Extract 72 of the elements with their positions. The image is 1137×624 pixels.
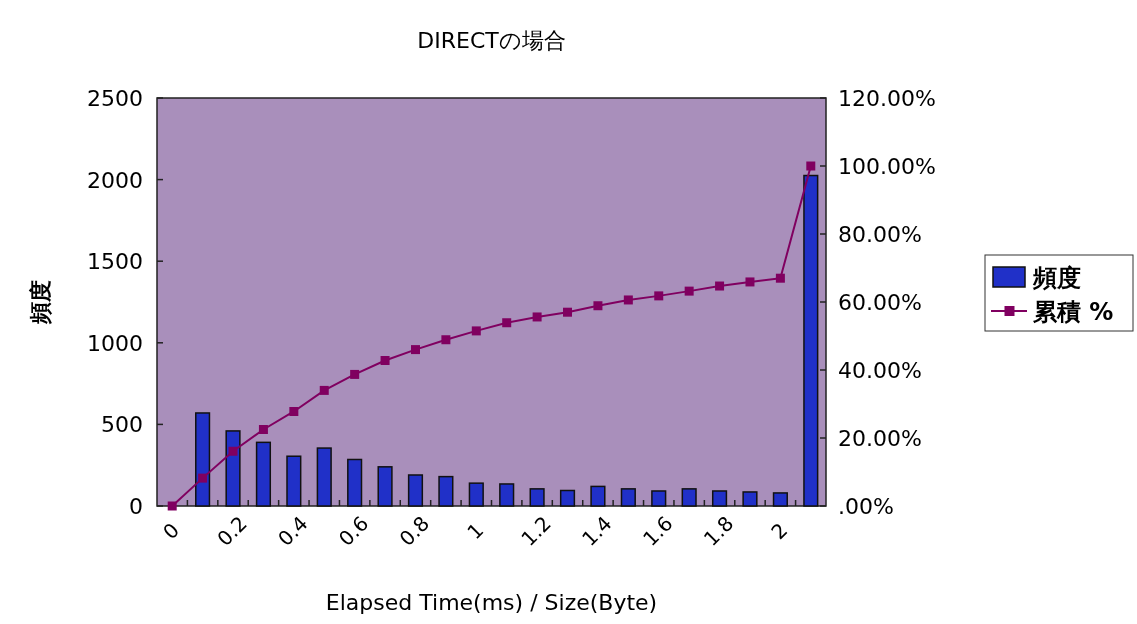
x-axis-title: Elapsed Time(ms) / Size(Byte) [325,590,658,615]
point [563,307,573,317]
x-tick-label: 0.4 [273,511,313,551]
bar [195,412,211,507]
x-tick-label: 0 [158,517,185,544]
x-tick-label: 1.8 [698,511,739,551]
x-tick-label: 0.6 [333,511,374,551]
y-tick-label: 2000 [87,167,143,193]
point [502,318,512,328]
bar [742,491,758,507]
bar [468,482,484,507]
point [654,291,664,301]
x-tick-label: 0.8 [394,511,435,551]
point [471,326,481,336]
bar [711,490,728,507]
bar [529,488,545,507]
y2-tick-label: 40.00% [838,358,922,383]
point [198,473,208,483]
chart-title: DIRECTの場合 [417,28,566,53]
point [684,286,694,296]
x-tick-label: 1 [462,517,489,544]
point [228,446,238,456]
bar [651,490,667,507]
bar [499,483,515,507]
point [350,369,360,379]
x-tick-label: 2 [766,517,793,544]
point [167,501,177,511]
y-tick-label: 500 [101,412,143,438]
point [532,312,542,322]
y2-tick-label: 120.00% [838,86,936,111]
point [745,277,755,287]
bar [620,488,636,507]
point [441,335,451,345]
y2-tick-label: 20.00% [838,426,922,451]
bar [316,447,332,507]
bar [681,488,697,507]
y2-tick-label: 80.00% [838,222,922,247]
y-tick-label: 0 [129,494,143,519]
point [715,281,725,291]
point [806,161,816,171]
point [258,425,268,434]
y-tick-label: 1500 [87,249,143,275]
x-tick-label: 1.4 [577,511,617,551]
y2-tick-label: 60.00% [838,290,922,315]
legend-label: 累積 % [1032,298,1114,326]
bar [407,474,424,507]
point [289,406,299,416]
point [775,273,785,283]
point [380,355,390,365]
bar [803,174,819,507]
bar [255,441,272,507]
y-tick-label: 2500 [87,86,143,111]
bar [225,430,241,507]
legend-label: 頻度 [1032,264,1081,292]
y-tick-label: 1000 [87,330,143,356]
point [593,301,603,311]
y2-tick-label: 100.00% [838,154,936,179]
x-tick-label: 0.2 [212,511,252,551]
bar [590,485,606,507]
y-axis-title: 頻度 [28,280,53,325]
x-tick-label: 1.6 [637,511,678,551]
x-tick-label: 1.2 [516,511,556,551]
bar [438,475,454,507]
bar [347,458,363,507]
bar [286,455,302,507]
bar [377,466,393,507]
point [319,385,329,395]
point [623,295,633,305]
bar [559,489,576,507]
point [410,345,420,355]
y2-tick-label: .00% [838,494,894,519]
bar [772,492,788,507]
